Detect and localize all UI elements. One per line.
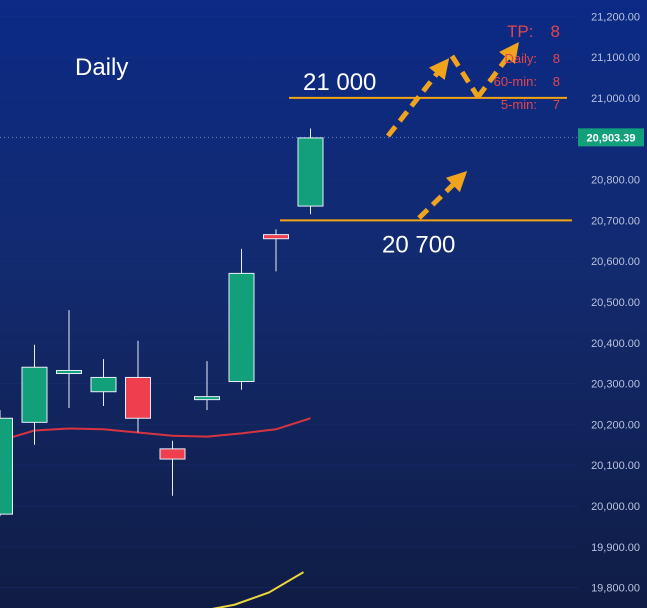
projection-arrow xyxy=(449,54,481,99)
projection-arrow xyxy=(475,41,519,99)
y-tick-label: 21,200.00 xyxy=(591,11,640,23)
timeframe-label: Daily xyxy=(75,54,128,81)
tp-row-label: 60-min: xyxy=(494,74,537,89)
y-tick-label: 20,000.00 xyxy=(591,501,640,513)
projection-arrow xyxy=(386,58,450,138)
level-label: 20 700 xyxy=(382,231,455,258)
price-gridlines xyxy=(0,15,578,589)
projection-arrows xyxy=(386,41,519,220)
y-tick-label: 20,600.00 xyxy=(591,256,640,268)
key-levels: 21 000 20 700 xyxy=(280,69,572,258)
y-tick-label: 20,500.00 xyxy=(591,297,640,309)
level-label: 21 000 xyxy=(303,69,376,96)
candle-up xyxy=(194,396,220,401)
price-tag-bg xyxy=(578,128,644,147)
y-tick-label: 20,100.00 xyxy=(591,460,640,472)
candle-down xyxy=(159,448,186,460)
tp-panel: TP: 8 Daily: 8 60-min: 8 5-min: 7 xyxy=(494,22,560,112)
y-tick-label: 20,800.00 xyxy=(591,175,640,187)
y-tick-label: 20,300.00 xyxy=(591,379,640,391)
y-tick-label: 20,700.00 xyxy=(591,215,640,227)
y-tick-label: 20,200.00 xyxy=(591,419,640,431)
candle-up xyxy=(297,137,324,207)
price-axis: 21,200.0021,100.0021,000.0020,900.0020,8… xyxy=(591,11,640,594)
moving-average-yellow xyxy=(211,571,305,608)
tp-row-value: 8 xyxy=(553,51,560,66)
candle-down xyxy=(263,234,289,240)
y-tick-label: 19,800.00 xyxy=(591,583,640,595)
candle-up xyxy=(228,272,255,383)
candles xyxy=(0,128,324,517)
tp-title: TP: xyxy=(507,22,533,41)
tp-row-label: Daily: xyxy=(504,51,537,66)
tp-title-value: 8 xyxy=(551,22,560,41)
price-tag-label: 20,903.39 xyxy=(587,132,636,144)
tp-row-label: 5-min: xyxy=(501,97,537,112)
candle-up xyxy=(90,376,117,393)
tp-row-value: 7 xyxy=(553,97,560,112)
y-tick-label: 19,900.00 xyxy=(591,542,640,554)
current-price-tag: 20,903.39 xyxy=(578,128,644,147)
candle-up xyxy=(0,417,13,515)
candle-up xyxy=(21,366,48,423)
moving-averages xyxy=(0,417,311,608)
y-tick-label: 20,400.00 xyxy=(591,338,640,350)
projection-arrow xyxy=(417,171,468,220)
candle-up xyxy=(56,370,82,375)
y-tick-label: 21,100.00 xyxy=(591,52,640,64)
y-tick-label: 21,000.00 xyxy=(591,93,640,105)
candle-down xyxy=(125,376,151,419)
moving-average-red xyxy=(0,417,311,442)
tp-row-value: 8 xyxy=(553,74,560,89)
